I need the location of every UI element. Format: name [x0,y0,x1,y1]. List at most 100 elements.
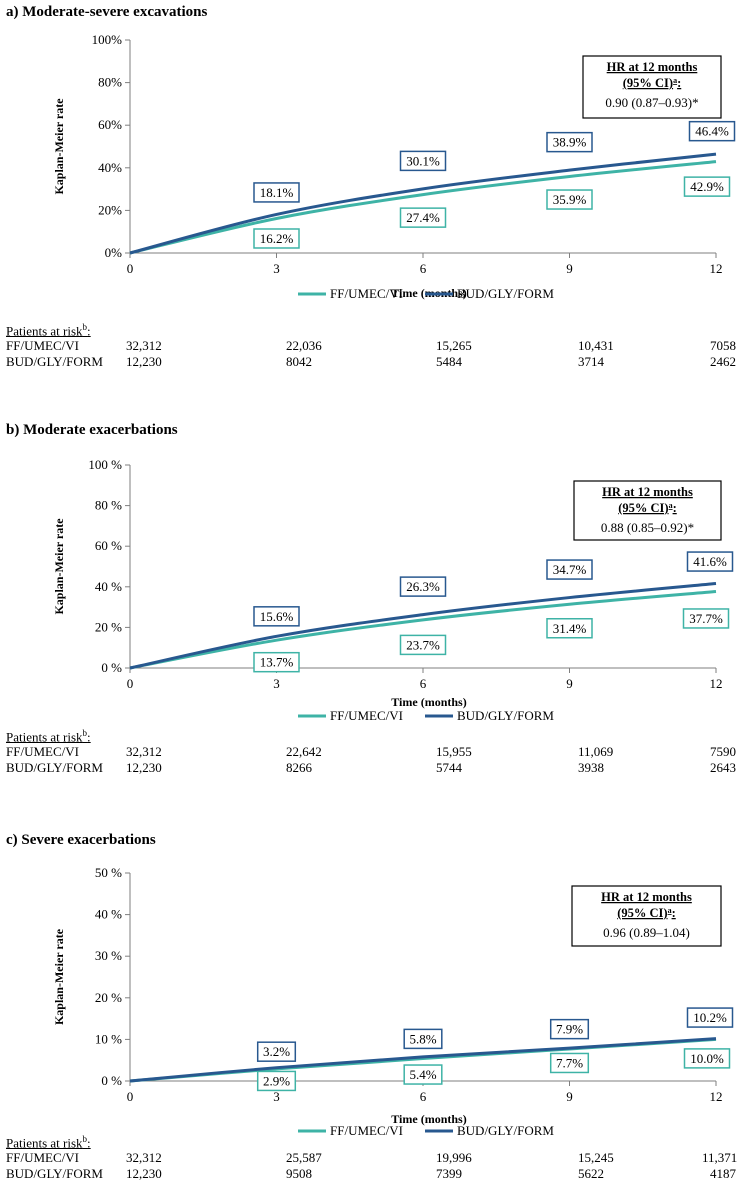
hr-box-ci-label: (95% CI)a: [617,906,676,921]
risk-value: 5484 [436,354,462,369]
data-label-box-bud [403,1028,443,1050]
hr-box-title: HR at 12 months [607,60,698,74]
risk-value: 15,265 [436,338,472,353]
data-label-ff: 23.7% [406,637,440,652]
risk-value: 22,642 [286,744,322,759]
x-tick-label: 12 [710,1089,723,1104]
risk-value: 9508 [286,1166,312,1181]
hr-box-value: 0.96 (0.89–1.04) [603,925,690,940]
data-label-box-ff [549,1052,590,1074]
x-axis-label: Time (months) [391,695,466,709]
data-label-box-bud [546,559,593,580]
data-label-ff: 13.7% [260,655,294,670]
hr-box [582,55,722,119]
km-chart-moderate: 0 % 20 % 40 % 60 % 80 % 100 % 0 3 6 9 12 Time (mont… [52,457,734,723]
risk-row-label: BUD/GLY/FORM [6,354,103,369]
data-label-bud: 3.2% [263,1044,290,1059]
risk-value: 32,312 [126,338,162,353]
hr-box [573,480,722,541]
legend-label-bud: BUD/GLY/FORM [457,1123,554,1138]
risk-value: 19,996 [436,1150,472,1165]
legend-label-ff: FF/UMEC/VI [330,708,403,723]
data-label-box-ff [683,1048,731,1069]
y-tick-label: 40% [98,160,122,175]
x-tick-label: 9 [566,676,573,691]
y-axis-label: Kaplan-Meier rate [52,518,66,615]
risk-value: 8266 [286,760,312,775]
data-label-box-ff [253,228,300,249]
series-line-ff [129,589,717,670]
risk-value: 4187 [710,1166,736,1181]
risk-value: 2462 [710,354,736,369]
risk-value: 7590 [710,744,736,759]
x-axis-label: Time (months) [391,1112,466,1126]
x-tick-label: 9 [566,261,573,276]
panel-title: c) Severe exacerbations [6,832,156,848]
hr-box [571,885,722,947]
y-axis-label: Kaplan-Meier rate [52,98,66,195]
risk-row-label: FF/UMEC/VI [6,338,79,353]
x-tick-label: 12 [710,676,723,691]
panel-severe: c) Severe exacerbations 0 % 10 % 20 % 30 % 4… [0,828,751,1185]
y-tick-label: 40 % [95,907,122,922]
risk-value: 8042 [286,354,312,369]
data-label-box-ff [546,189,593,210]
data-label-bud: 38.9% [553,135,587,150]
risk-value: 5744 [436,760,462,775]
risk-value: 15,245 [578,1150,614,1165]
x-tick-label: 3 [273,676,280,691]
data-label-box-bud [399,576,447,597]
risk-value: 32,312 [126,744,162,759]
data-label-bud: 15.6% [260,609,294,624]
data-label-box-ff [683,176,731,197]
x-tick-label: 0 [127,676,134,691]
x-tick-label: 9 [566,1089,573,1104]
hr-box-title: HR at 12 months [602,485,693,499]
data-label-box-ff [546,618,593,639]
y-tick-label: 20 % [95,619,122,634]
risk-value: 32,312 [126,1150,162,1165]
x-tick-label: 0 [127,261,134,276]
panel-moderate-severe: a) Moderate-severe excavations 0% 20% 40% 6… [0,0,751,380]
hr-box-value: 0.88 (0.85–0.92)* [601,520,694,535]
data-label-bud: 34.7% [553,562,587,577]
data-label-ff: 2.9% [263,1073,290,1088]
y-tick-label: 40 % [95,579,122,594]
data-label-bud: 30.1% [406,153,440,168]
risk-value: 12,230 [126,760,162,775]
risk-value: 3714 [578,354,604,369]
risk-value: 15,955 [436,744,472,759]
data-label-box-bud [549,1018,590,1040]
data-label-box-bud [253,182,300,203]
y-tick-label: 80 % [95,498,122,513]
data-label-ff: 16.2% [260,231,294,246]
hr-box-ci-label: (95% CI)a: [623,76,682,91]
data-label-bud: 10.2% [693,1010,727,1025]
data-label-ff: 31.4% [553,621,587,636]
data-label-box-ff [682,608,730,629]
y-tick-label: 60 % [95,538,122,553]
series-line-bud [129,582,717,670]
data-label-ff: 10.0% [690,1051,724,1066]
data-label-bud: 5.8% [409,1031,436,1046]
data-label-box-ff [253,651,300,673]
data-label-bud: 46.4% [695,124,729,139]
data-label-box-bud [686,1007,734,1028]
data-label-box-bud [688,120,736,142]
risk-value: 12,230 [126,354,162,369]
data-label-bud: 7.9% [556,1022,583,1037]
data-label-ff: 42.9% [690,179,724,194]
risk-row-label: BUD/GLY/FORM [6,1166,103,1181]
risk-value: 11,371 [702,1150,738,1165]
data-label-box-bud [253,606,300,627]
data-label-box-bud [686,551,734,572]
risk-value: 22,036 [286,338,322,353]
data-label-ff: 7.7% [556,1055,583,1070]
series-line-bud [129,1037,717,1083]
x-tick-label: 6 [420,676,427,691]
x-tick-label: 6 [420,1089,427,1104]
risk-value: 3938 [578,760,604,775]
hr-box-title: HR at 12 months [601,890,692,904]
risk-value: 10,431 [578,338,614,353]
